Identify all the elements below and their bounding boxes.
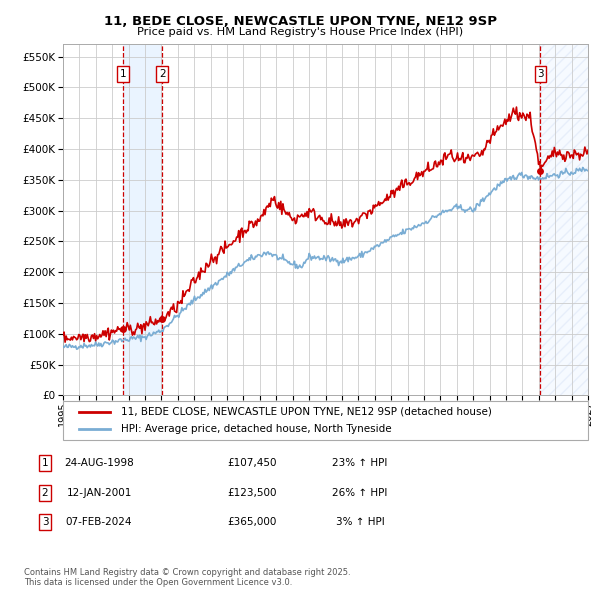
Text: 24-AUG-1998: 24-AUG-1998 <box>64 458 134 468</box>
Bar <box>123 44 162 395</box>
Text: HPI: Average price, detached house, North Tyneside: HPI: Average price, detached house, Nort… <box>121 424 391 434</box>
Text: Contains HM Land Registry data © Crown copyright and database right 2025.
This d: Contains HM Land Registry data © Crown c… <box>24 568 350 587</box>
Text: 2: 2 <box>41 488 49 497</box>
Text: 11, BEDE CLOSE, NEWCASTLE UPON TYNE, NE12 9SP: 11, BEDE CLOSE, NEWCASTLE UPON TYNE, NE1… <box>104 15 497 28</box>
Text: 07-FEB-2024: 07-FEB-2024 <box>66 517 132 527</box>
Text: 26% ↑ HPI: 26% ↑ HPI <box>332 488 388 497</box>
Text: 2: 2 <box>159 69 166 79</box>
Text: £365,000: £365,000 <box>227 517 277 527</box>
Text: £123,500: £123,500 <box>227 488 277 497</box>
Text: 3: 3 <box>41 517 49 527</box>
FancyBboxPatch shape <box>63 401 588 440</box>
Text: 23% ↑ HPI: 23% ↑ HPI <box>332 458 388 468</box>
Text: 11, BEDE CLOSE, NEWCASTLE UPON TYNE, NE12 9SP (detached house): 11, BEDE CLOSE, NEWCASTLE UPON TYNE, NE1… <box>121 407 491 417</box>
Text: 3: 3 <box>537 69 544 79</box>
Bar <box>541 44 588 395</box>
Text: 12-JAN-2001: 12-JAN-2001 <box>67 488 131 497</box>
Text: Price paid vs. HM Land Registry's House Price Index (HPI): Price paid vs. HM Land Registry's House … <box>137 27 463 37</box>
Text: 1: 1 <box>119 69 126 79</box>
Text: 3% ↑ HPI: 3% ↑ HPI <box>335 517 385 527</box>
Text: £107,450: £107,450 <box>227 458 277 468</box>
Text: 1: 1 <box>41 458 49 468</box>
